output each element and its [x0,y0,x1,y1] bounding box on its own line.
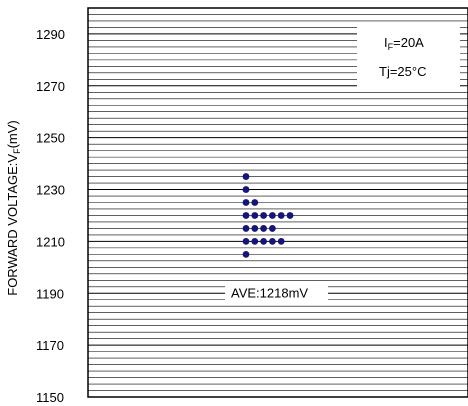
data-point [269,225,276,232]
data-point [242,250,250,258]
y-axis-label-subscript: F [12,148,22,154]
data-point [242,225,250,232]
data-point [286,212,294,219]
conditions-box: IF=20A Tj=25°C [357,27,460,88]
y-tick-label: 1230 [36,183,65,198]
data-point [269,238,276,245]
conditions-box-background [357,27,460,88]
data-point [242,186,250,193]
average-label: AVE:1218mV [231,285,308,300]
data-point [277,212,285,219]
data-point [260,225,267,232]
data-point [242,173,250,180]
data-point [260,238,267,245]
data-point [251,212,259,219]
y-tick-label: 1270 [36,79,65,94]
y-axis-label-unit: (mV) [5,120,20,148]
data-point [242,238,250,245]
forward-current-value: =20A [393,35,424,50]
junction-temperature-label: Tj=25°C [379,64,426,79]
data-point [251,225,259,232]
y-tick-label: 1190 [36,286,64,301]
grid-lines [88,14,468,391]
data-point [242,199,250,206]
y-axis-ticks: 1150 1170 1190 1210 1230 1250 1270 1290 [36,27,65,405]
data-point [260,212,267,219]
data-point [242,212,250,219]
data-points [242,173,294,258]
data-point [269,212,276,219]
plot-frame [87,7,468,398]
average-annotation: AVE:1218mV [225,282,328,303]
forward-current-subscript: F [388,42,394,52]
forward-current-symbol: I [384,35,388,50]
data-point [251,199,259,206]
y-tick-label: 1290 [36,27,65,42]
y-tick-label: 1210 [36,234,65,249]
y-axis-label-main: FORWARD VOLTAGE:V [5,154,20,296]
y-tick-label: 1170 [36,338,64,353]
forward-current-label: IF=20A [384,35,424,52]
y-tick-label: 1150 [36,390,64,405]
data-point [251,238,259,245]
y-tick-label: 1250 [36,131,65,146]
y-axis-label: FORWARD VOLTAGE:VF(mV) [5,120,22,296]
data-point [277,238,285,245]
average-label-background [225,282,328,303]
